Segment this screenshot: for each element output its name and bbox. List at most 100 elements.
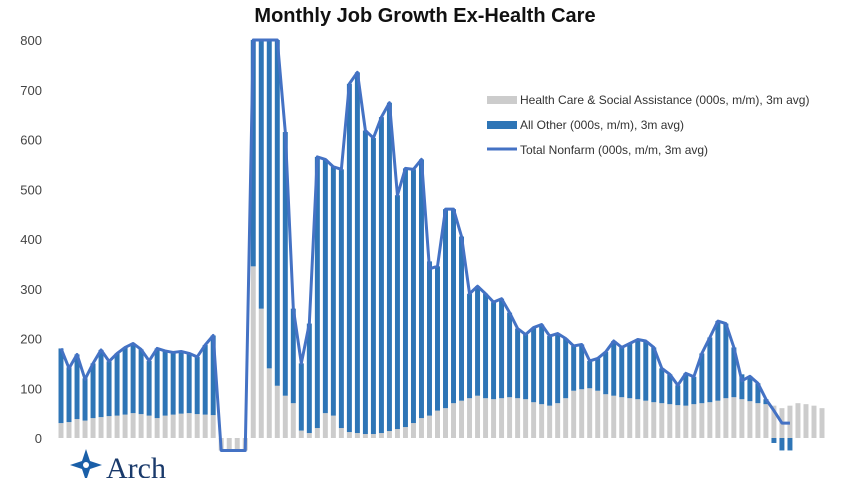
bar-all-other bbox=[459, 236, 465, 401]
bar-all-other bbox=[266, 40, 272, 369]
bar-health-care bbox=[194, 414, 200, 438]
bar-all-other bbox=[451, 209, 456, 404]
bar-health-care bbox=[274, 385, 280, 438]
bar-health-care bbox=[819, 408, 825, 438]
bar-health-care bbox=[370, 434, 376, 438]
bar-health-care bbox=[362, 434, 368, 438]
bar-health-care bbox=[234, 438, 240, 451]
bar-all-other bbox=[603, 351, 609, 395]
bar-all-other bbox=[571, 345, 577, 391]
bar-all-other bbox=[771, 438, 777, 443]
bar-all-other bbox=[330, 166, 336, 416]
bar-all-other bbox=[122, 347, 128, 415]
bar-all-other bbox=[611, 340, 617, 396]
bar-health-care bbox=[451, 403, 456, 438]
bar-all-other bbox=[154, 348, 160, 419]
bar-health-care bbox=[587, 388, 593, 438]
bar-all-other bbox=[402, 168, 408, 428]
bar-health-care bbox=[667, 404, 673, 438]
bar-health-care bbox=[330, 415, 336, 438]
bar-health-care bbox=[475, 395, 481, 438]
bar-health-care bbox=[266, 368, 272, 438]
bar-all-other bbox=[539, 324, 545, 405]
bar-all-other bbox=[250, 40, 256, 267]
bar-health-care bbox=[731, 397, 737, 438]
bar-health-care bbox=[787, 405, 793, 438]
bar-all-other bbox=[202, 344, 208, 415]
bar-all-other bbox=[555, 333, 561, 404]
y-tick-label: 500 bbox=[20, 182, 42, 197]
bar-all-other bbox=[427, 261, 432, 416]
bar-all-other bbox=[683, 373, 689, 406]
bar-all-other bbox=[170, 352, 176, 415]
bar-health-care bbox=[114, 415, 120, 438]
bar-all-other bbox=[322, 159, 328, 414]
bar-all-other bbox=[146, 360, 152, 416]
bar-all-other bbox=[386, 102, 392, 432]
bar-all-other bbox=[210, 335, 216, 416]
bar-health-care bbox=[811, 405, 817, 438]
bar-all-other bbox=[98, 349, 104, 418]
legend: Health Care & Social Assistance (000s, m… bbox=[487, 93, 809, 157]
bar-all-other bbox=[499, 298, 505, 399]
bar-all-other bbox=[659, 368, 665, 404]
bar-all-other bbox=[779, 438, 785, 451]
bar-all-other bbox=[435, 266, 440, 411]
legend-swatch-health-care bbox=[487, 96, 517, 104]
bar-all-other bbox=[370, 138, 376, 435]
bar-health-care bbox=[74, 419, 80, 438]
bar-all-other bbox=[731, 347, 737, 398]
bar-health-care bbox=[571, 390, 577, 438]
bar-all-other bbox=[186, 353, 192, 414]
bar-health-care bbox=[803, 404, 809, 438]
bar-health-care bbox=[547, 405, 553, 438]
y-tick-label: 700 bbox=[20, 83, 42, 98]
bar-health-care bbox=[314, 428, 320, 438]
bar-all-other bbox=[483, 293, 489, 399]
bar-all-other bbox=[114, 353, 120, 416]
bar-health-care bbox=[715, 400, 721, 438]
bar-all-other bbox=[394, 195, 400, 430]
bar-all-other bbox=[675, 385, 681, 406]
bar-all-other bbox=[130, 343, 136, 414]
bar-health-care bbox=[691, 404, 697, 438]
bar-health-care bbox=[643, 400, 649, 438]
bar-all-other bbox=[290, 308, 296, 404]
bar-health-care bbox=[58, 423, 64, 438]
arch-logo: Arch bbox=[70, 449, 166, 478]
bar-health-care bbox=[795, 403, 801, 438]
bar-all-other bbox=[563, 338, 569, 399]
bar-health-care bbox=[563, 398, 569, 438]
bar-all-other bbox=[258, 40, 264, 309]
bar-all-other bbox=[715, 321, 721, 401]
bar-all-other bbox=[587, 360, 593, 389]
chart-title: Monthly Job Growth Ex-Health Care bbox=[254, 5, 595, 27]
bar-health-care bbox=[683, 405, 689, 438]
bar-series bbox=[58, 40, 825, 451]
bar-health-care bbox=[122, 414, 128, 438]
bar-health-care bbox=[579, 389, 585, 438]
bar-health-care bbox=[410, 423, 416, 438]
y-tick-label: 600 bbox=[20, 133, 42, 148]
bar-health-care bbox=[90, 418, 96, 438]
bar-all-other bbox=[643, 340, 649, 401]
bar-health-care bbox=[386, 431, 392, 438]
bar-health-care bbox=[507, 397, 513, 438]
bar-health-care bbox=[186, 413, 192, 439]
bar-all-other bbox=[138, 349, 144, 415]
bar-health-care bbox=[106, 416, 112, 438]
bar-health-care bbox=[338, 428, 344, 438]
bar-health-care bbox=[651, 402, 657, 438]
bar-health-care bbox=[298, 430, 304, 438]
bar-all-other bbox=[443, 209, 448, 409]
bar-health-care bbox=[178, 413, 184, 438]
bar-all-other bbox=[74, 354, 80, 420]
bar-health-care bbox=[226, 438, 232, 451]
bar-all-other bbox=[66, 367, 72, 423]
bar-health-care bbox=[250, 266, 256, 438]
bar-health-care bbox=[282, 395, 288, 438]
bar-all-other bbox=[667, 374, 673, 405]
total-nonfarm-line bbox=[59, 38, 790, 452]
bar-all-other bbox=[515, 328, 521, 399]
bar-all-other bbox=[354, 72, 360, 434]
